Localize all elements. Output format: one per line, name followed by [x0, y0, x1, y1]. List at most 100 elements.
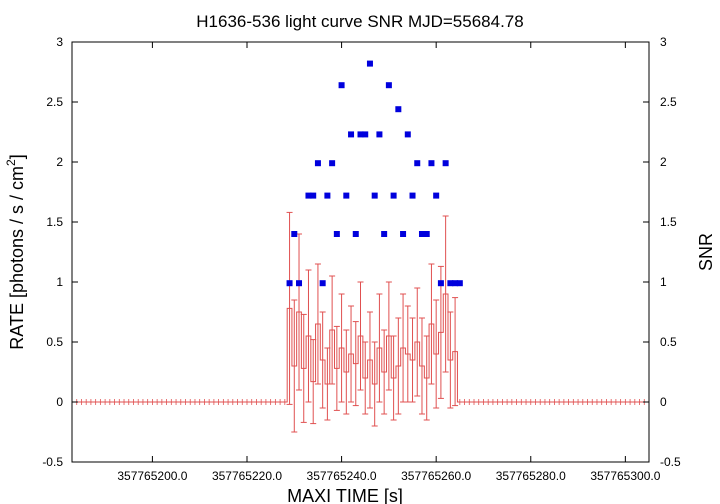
snr-point: [428, 160, 435, 167]
rate-errorbar: [310, 339, 317, 425]
rate-errorbar: [324, 347, 331, 421]
snr-point: [352, 231, 359, 237]
x-tick-label: 357765240.0: [307, 469, 377, 483]
rate-errorbar: [390, 335, 397, 421]
snr-point: [314, 160, 321, 167]
rate-errorbar: [352, 321, 359, 407]
snr-point: [376, 131, 383, 138]
snr-point: [357, 131, 364, 138]
x-tick-label: 357765220.0: [212, 469, 282, 483]
snr-point: [418, 231, 425, 237]
snr-point: [437, 280, 444, 287]
rate-errorbar: [414, 287, 421, 397]
y-tick-label-right: 1: [660, 275, 667, 289]
snr-point: [296, 280, 303, 287]
y-tick-label-right: 1.5: [660, 215, 677, 229]
rate-errorbar: [442, 215, 449, 373]
y-tick-label-left: -0.5: [42, 455, 63, 469]
y-tick-label-left: 1: [56, 275, 63, 289]
axes-layer: -0.5 -0.5 0 0 0.5 0.5 1 1 1.5 1.5 2 2 2.5 2.5 3 3 357765…: [42, 35, 681, 483]
y-tick-label-left: 2.5: [46, 95, 63, 109]
snr-point: [362, 131, 369, 138]
snr-point: [319, 280, 326, 287]
x-tick-label: 357765200.0: [117, 469, 187, 483]
y-tick-label-right: 2: [660, 155, 667, 169]
snr-point: [366, 60, 373, 67]
snr-point: [404, 131, 411, 138]
rate-errorbar: [291, 299, 298, 433]
y-tick-label-left: 0.5: [46, 335, 63, 349]
snr-point: [400, 231, 407, 237]
y-tick-label-right: 0: [660, 395, 667, 409]
rate-errorbar: [428, 263, 435, 385]
snr-point: [291, 231, 298, 237]
y-tick-label-right: 3: [660, 35, 667, 49]
rate-errorbar: [338, 293, 345, 403]
snr-point: [305, 192, 312, 199]
rate-errorbar: [329, 275, 336, 385]
rate-errorbar: [395, 317, 402, 415]
snr-point: [385, 82, 392, 89]
snr-point: [414, 160, 421, 167]
y-tick-label-right: -0.5: [660, 455, 681, 469]
x-tick-label: 357765280.0: [496, 469, 566, 483]
y-axis-label-right: SNR: [696, 233, 716, 271]
rate-errorbar: [333, 325, 340, 411]
rate-errorbar: [437, 265, 444, 399]
snr-point: [452, 280, 459, 287]
snr-point: [442, 160, 449, 167]
rate-errorbar: [418, 317, 425, 415]
rate-errorbar: [376, 293, 383, 403]
rate-errorbar: [433, 299, 440, 409]
y-axis-label-left-tail: ]: [7, 154, 27, 159]
y-tick-label-right: 2.5: [660, 95, 677, 109]
plot-layer: [71, 60, 650, 433]
plot-frame: [71, 41, 650, 463]
rate-errorbar: [343, 329, 350, 415]
snr-point: [447, 280, 454, 287]
snr-point: [423, 231, 430, 237]
y-tick-label-left: 3: [56, 35, 63, 49]
snr-point: [324, 192, 331, 199]
snr-point: [390, 192, 397, 199]
snr-point: [348, 131, 355, 138]
rate-step-line: [284, 293, 460, 403]
y-axis-label-left-main: RATE [photons / s / cm: [7, 166, 27, 350]
rate-errorbar: [447, 311, 454, 409]
rate-errorbar: [385, 281, 392, 391]
rate-errorbar: [348, 305, 355, 403]
snr-point: [286, 280, 293, 287]
snr-point: [310, 192, 317, 199]
snr-point: [409, 192, 416, 199]
rate-errorbar: [305, 269, 312, 403]
snr-point: [338, 82, 345, 89]
rate-errorbar: [423, 335, 430, 421]
rate-errorbar: [381, 329, 388, 415]
snr-point: [329, 160, 336, 167]
y-axis-label-left: RATE [photons / s / cm2]: [4, 154, 27, 349]
y-tick-label-left: 0: [56, 395, 63, 409]
snr-point: [371, 192, 378, 199]
y-tick-label-right: 0.5: [660, 335, 677, 349]
y-tick-label-left: 1.5: [46, 215, 63, 229]
snr-point: [333, 231, 340, 237]
rate-errorbar: [366, 311, 373, 409]
x-tick-label: 357765300.0: [590, 469, 660, 483]
rate-errorbar: [371, 341, 378, 427]
snr-point: [395, 106, 402, 113]
snr-point: [381, 231, 388, 237]
snr-point: [343, 192, 350, 199]
rate-errorbar: [452, 297, 459, 407]
rate-errorbar: [286, 211, 293, 405]
rate-errorbar: [362, 341, 369, 415]
rate-errorbar: [409, 317, 416, 403]
rate-errorbar: [357, 281, 364, 391]
y-axis-label-left-sup: 2: [4, 159, 18, 166]
y-tick-label-left: 2: [56, 155, 63, 169]
chart-title: H1636-536 light curve SNR MJD=55684.78: [196, 12, 523, 31]
rate-errorbar: [300, 313, 307, 423]
snr-point: [456, 280, 463, 287]
x-tick-label: 357765260.0: [401, 469, 471, 483]
rate-errorbar: [319, 311, 326, 409]
